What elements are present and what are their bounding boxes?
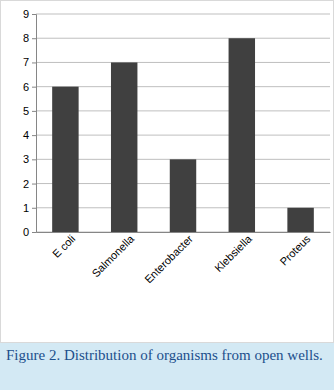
grid-line xyxy=(36,38,330,39)
grid-line xyxy=(36,110,330,111)
grid-line xyxy=(36,14,330,15)
y-tick-mark xyxy=(32,38,36,39)
y-tick-label: 4 xyxy=(23,129,29,141)
y-axis: 0 1 2 3 4 5 6 7 8 9 xyxy=(23,8,37,238)
x-tick: Proteus xyxy=(277,232,313,268)
y-tick-mark xyxy=(32,208,36,209)
y-tick: 3 xyxy=(23,153,36,165)
y-tick-label: 2 xyxy=(23,178,29,190)
y-tick-mark xyxy=(32,14,36,15)
y-tick-label: 7 xyxy=(23,56,29,68)
x-tick: E coli xyxy=(50,232,78,260)
y-tick: 0 xyxy=(23,226,36,238)
grid-line xyxy=(36,62,330,63)
y-tick: 9 xyxy=(23,8,36,20)
bars xyxy=(52,38,314,232)
x-tick: Klebsiella xyxy=(212,232,254,274)
y-tick: 2 xyxy=(23,178,36,190)
x-tick-label: Proteus xyxy=(277,232,313,268)
y-axis-line xyxy=(32,15,37,233)
bar xyxy=(229,38,255,232)
bar xyxy=(170,159,196,232)
bar xyxy=(111,62,137,232)
grid-line xyxy=(36,135,330,136)
y-tick-mark xyxy=(32,232,36,233)
x-axis: E coli SalmonellaEnterobacter Klebsiella Pr… xyxy=(37,232,331,286)
y-tick-label: 1 xyxy=(23,202,29,214)
x-tick-label: Enterobacter xyxy=(142,232,195,285)
grid-line xyxy=(36,86,330,87)
y-tick: 4 xyxy=(23,129,36,141)
x-axis-line xyxy=(37,232,331,233)
y-tick: 7 xyxy=(23,56,36,68)
y-tick-mark xyxy=(32,159,36,160)
y-tick-mark xyxy=(32,87,36,88)
x-tick-label: E coli xyxy=(50,232,78,260)
plot: 0 1 2 3 4 5 6 7 8 9 E coli SalmonellaEnterobacter Kl… xyxy=(23,8,331,285)
y-tick-mark xyxy=(32,135,36,136)
caption: Figure 2. Distribution of organisms from… xyxy=(0,343,334,390)
x-tick: Salmonella xyxy=(89,232,137,280)
y-tick-label: 9 xyxy=(23,8,29,20)
y-tick-mark xyxy=(32,62,36,63)
y-tick: 5 xyxy=(23,105,36,117)
y-tick: 6 xyxy=(23,81,36,93)
y-tick: 8 xyxy=(23,32,36,44)
chart-frame xyxy=(1,1,334,343)
y-tick-mark xyxy=(32,184,36,185)
y-tick-label: 5 xyxy=(23,105,29,117)
x-tick-label: Klebsiella xyxy=(212,232,254,274)
y-tick-label: 3 xyxy=(23,153,29,165)
y-tick-label: 6 xyxy=(23,81,29,93)
grid xyxy=(36,14,330,232)
y-tick-mark xyxy=(32,111,36,112)
x-tick: Enterobacter xyxy=(142,232,195,286)
y-tick: 1 xyxy=(23,202,36,214)
y-tick-label: 8 xyxy=(23,32,29,44)
bar xyxy=(287,208,313,232)
y-tick-label: 0 xyxy=(23,226,29,238)
x-tick-label: Salmonella xyxy=(89,232,137,280)
bar xyxy=(52,87,78,232)
